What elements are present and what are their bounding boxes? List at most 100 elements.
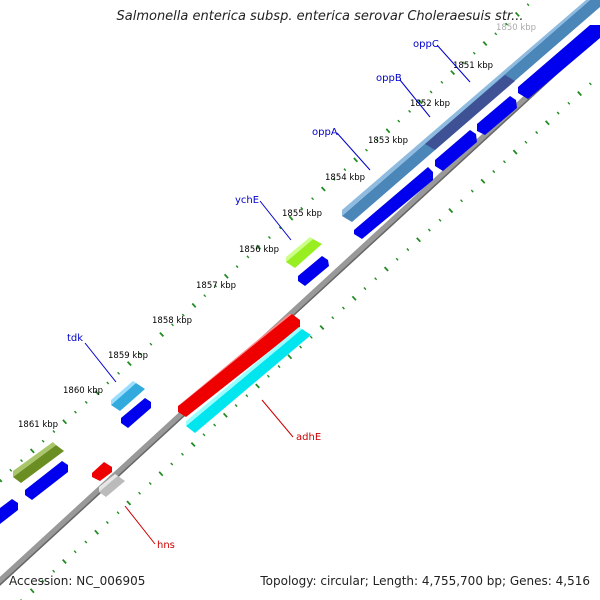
gene-label-oppB[interactable]: oppB [376, 73, 402, 84]
gene-label-hns[interactable]: hns [157, 540, 175, 551]
tick-mark [266, 374, 270, 378]
hns-feature-bar[interactable] [99, 476, 125, 497]
cds-arrow[interactable] [0, 499, 18, 524]
tick-mark [191, 302, 197, 308]
tick-mark [246, 255, 250, 259]
adhE-feature-top [186, 327, 302, 426]
tick-mark [126, 500, 132, 506]
tick-mark [62, 558, 67, 565]
tick-mark [106, 381, 110, 385]
tick-mark [319, 324, 325, 331]
tick-mark [406, 248, 410, 252]
tick-mark [311, 197, 315, 201]
oppC-cds-arrow[interactable] [518, 25, 600, 99]
tick-mark [470, 189, 474, 193]
oppA-cds-arrow[interactable] [354, 167, 433, 239]
gene-label-ychE[interactable]: ychE [235, 195, 259, 206]
olive-feature-bar[interactable] [13, 445, 64, 483]
tick-mark [438, 218, 442, 222]
tick-mark [535, 131, 539, 135]
tick-mark [383, 266, 389, 272]
tick-mark [105, 521, 109, 524]
ychE-feature-top [286, 237, 313, 262]
tick-mark [429, 90, 433, 94]
tick-mark [460, 199, 464, 203]
ychE-feature-bar[interactable] [286, 239, 322, 268]
tick-mark [170, 462, 174, 466]
tick-mark [149, 342, 153, 346]
cds-arrow[interactable] [25, 461, 68, 500]
olive-feature-top [13, 442, 56, 477]
tick-mark [181, 313, 185, 317]
tick-mark [526, 3, 530, 7]
hns-feature-top [99, 474, 118, 492]
scale-label: 1854 kbp [325, 173, 365, 183]
tick-mark [222, 412, 228, 418]
ychE-cds-arrow[interactable] [298, 256, 329, 286]
hns-cds-arrow[interactable] [92, 462, 112, 481]
gene-label-adhE[interactable]: adhE [296, 432, 321, 443]
tick-mark [52, 430, 56, 433]
tick-mark [353, 157, 359, 163]
tick-mark [287, 354, 293, 360]
oppA-segment-arrow[interactable] [435, 130, 477, 171]
gene-label-tdk[interactable]: tdk [67, 333, 83, 344]
tick-mark [0, 478, 3, 483]
feature-bars [13, 0, 600, 483]
adhE-cds-arrow[interactable] [178, 314, 300, 417]
tick-mark [126, 361, 132, 367]
scale-label: 1858 kbp [152, 316, 192, 326]
tick-mark [255, 383, 260, 389]
tick-mark [41, 439, 45, 443]
tick-mark [416, 237, 421, 243]
tick-mark [332, 177, 336, 181]
oppB-leader [399, 79, 431, 118]
scale-label: 1861 kbp [18, 420, 58, 430]
tick-mark [223, 273, 229, 279]
gene-label-oppA[interactable]: oppA [312, 127, 338, 138]
oppC-leader [436, 44, 471, 83]
scale-label: 1860 kbp [63, 386, 103, 396]
tick-mark [408, 109, 412, 113]
tdk-feature-top [111, 381, 136, 405]
tick-mark [41, 579, 45, 583]
tdk-feature-bar[interactable] [111, 383, 145, 411]
tick-mark [505, 22, 509, 26]
tick-mark [288, 215, 294, 221]
tick-mark [343, 168, 347, 172]
tick-mark [374, 277, 378, 281]
tick-mark [502, 160, 506, 164]
gene-label-oppC[interactable]: oppC [413, 39, 439, 50]
tick-mark [235, 265, 239, 269]
scale-label: 1857 kbp [196, 281, 236, 291]
tick-mark [158, 471, 164, 477]
operon-feature-top [342, 0, 590, 216]
oppB-cds-arrow[interactable] [477, 96, 517, 135]
tick-mark [62, 419, 68, 425]
oppA-leader [336, 132, 371, 171]
tick-mark [278, 226, 282, 230]
tdk-cds-arrow[interactable] [121, 398, 151, 428]
tick-mark [514, 11, 520, 17]
tick-mark [364, 148, 368, 152]
oppB-shade-bar [425, 75, 515, 150]
tick-mark [9, 468, 13, 472]
genome-backbone-shadow [0, 33, 600, 586]
tick-mark [427, 228, 431, 232]
tick-mark [29, 588, 35, 594]
tick-mark [300, 206, 304, 210]
tdk-leader [84, 342, 117, 383]
adhE-cds-top [178, 314, 292, 406]
tick-mark [494, 32, 498, 36]
tick-mark [84, 540, 88, 544]
tick-mark [309, 335, 313, 339]
tick-mark [482, 40, 488, 47]
adhE-leader [261, 399, 294, 438]
adhE-feature-bar[interactable] [186, 329, 311, 433]
tick-mark [492, 170, 496, 174]
tick-mark [567, 101, 571, 105]
tick-mark [29, 448, 35, 454]
topology-summary: Topology: circular; Length: 4,755,700 bp… [260, 574, 590, 588]
